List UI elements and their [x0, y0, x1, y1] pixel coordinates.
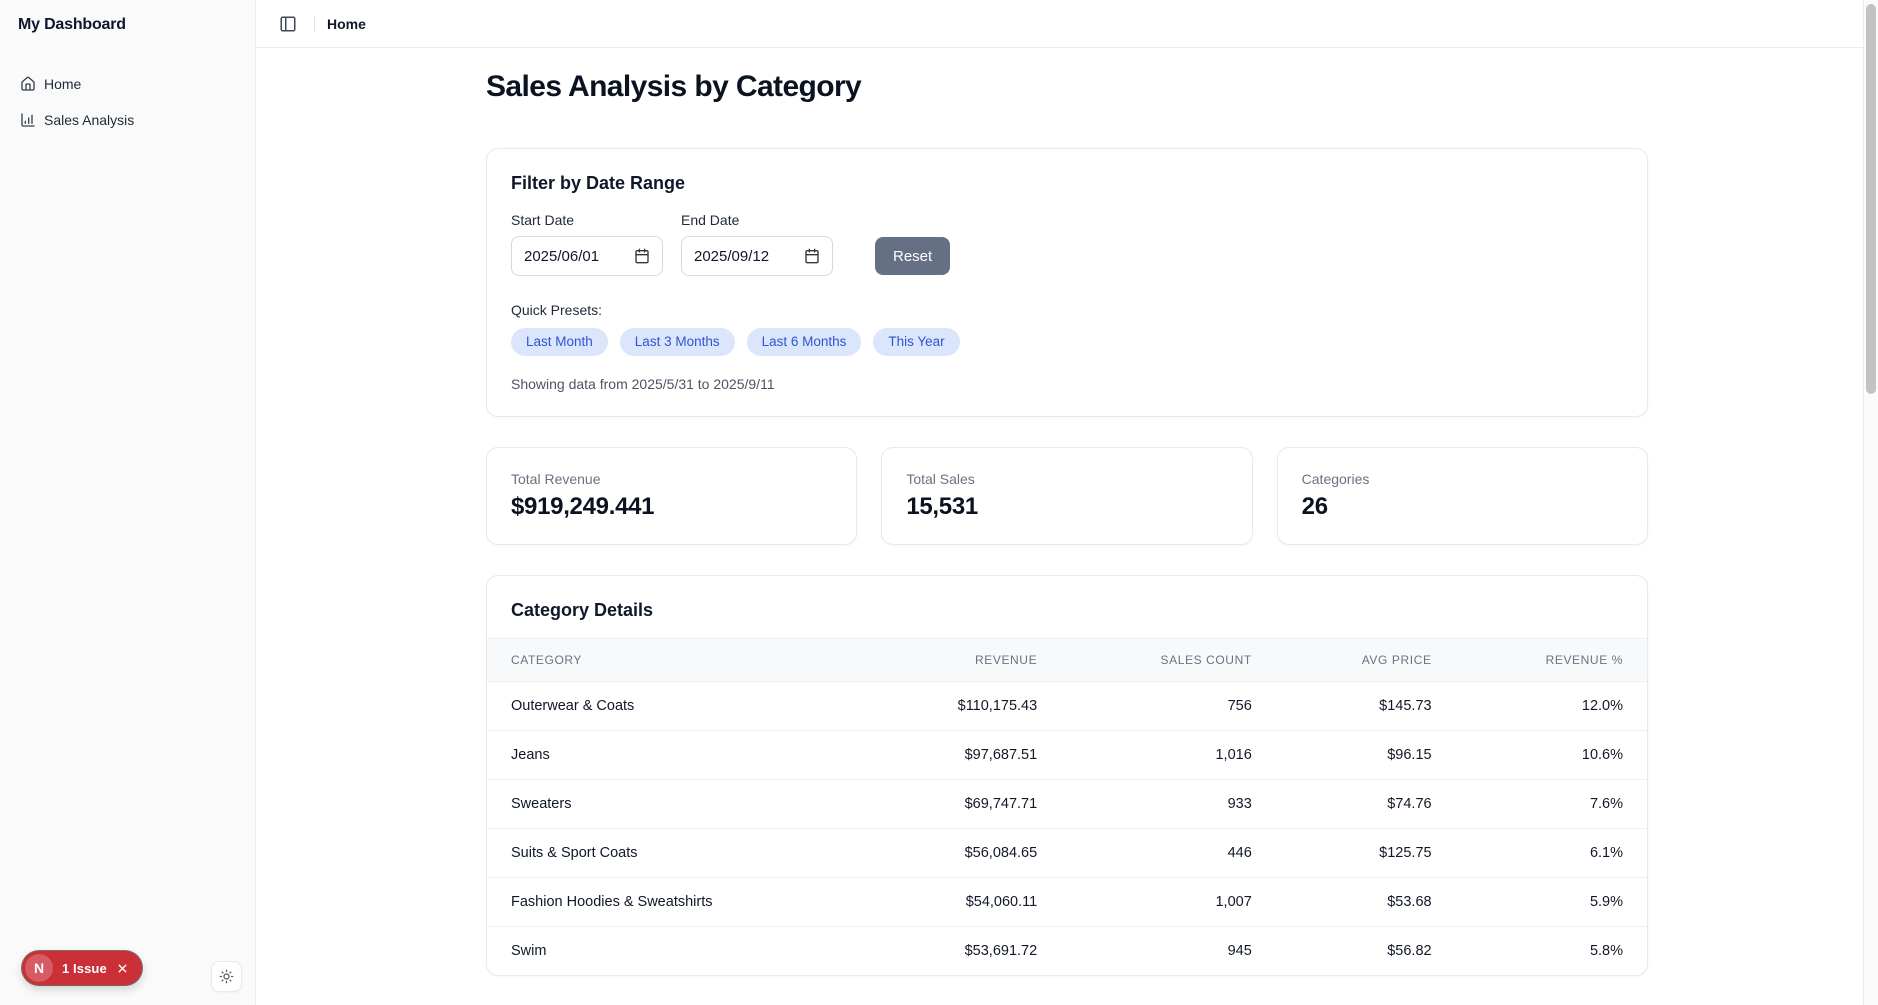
stat-card-total-revenue: Total Revenue $919,249.441 — [486, 447, 858, 545]
close-icon[interactable] — [116, 962, 129, 975]
table-row: Suits & Sport Coats $56,084.65 446 $125.75 6… — [487, 829, 1647, 878]
table-row: Sweaters $69,747.71 933 $74.76 7.6% — [487, 780, 1647, 829]
cell-category: Suits & Sport Coats — [511, 845, 638, 861]
cell-value: 446 — [1227, 845, 1252, 861]
quick-presets-label: Quick Presets: — [511, 302, 603, 318]
cell-value: $53.68 — [1387, 894, 1432, 910]
category-details-card: Category Details CATEGORY REVENUE SALES CO… — [486, 575, 1648, 976]
start-date-label: Start Date — [511, 212, 575, 228]
quick-presets-row: Last Month Last 3 Months Last 6 Months This… — [511, 328, 1623, 356]
cell-category: Sweaters — [511, 796, 572, 812]
cell-value: 5.9% — [1589, 894, 1623, 910]
cell-value: $74.76 — [1387, 796, 1432, 812]
scrollbar-thumb[interactable] — [1866, 4, 1876, 394]
panel-left-icon — [279, 15, 297, 33]
start-date-input[interactable]: 2025/06/01 — [511, 236, 663, 276]
sidebar-title: My Dashboard — [18, 16, 126, 33]
sidebar-toggle-button[interactable] — [274, 10, 302, 38]
date-range-summary: Showing data from 2025/5/31 to 2025/9/11 — [511, 376, 775, 392]
stat-card-total-sales: Total Sales 15,531 — [881, 447, 1253, 545]
cell-value: 12.0% — [1581, 698, 1623, 714]
cell-value: $96.15 — [1387, 747, 1432, 763]
page-title: Sales Analysis by Category — [486, 70, 862, 103]
sun-icon — [219, 969, 234, 984]
sidebar-nav: Home Sales Analysis — [12, 68, 243, 136]
column-header-sales-count: SALES COUNT — [1160, 653, 1252, 667]
table-row: Outerwear & Coats $110,175.43 756 $145.73 12… — [487, 682, 1647, 731]
cell-category: Swim — [511, 943, 547, 959]
cell-value: $97,687.51 — [964, 747, 1038, 763]
cell-value: 1,016 — [1215, 747, 1252, 763]
cell-value: $110,175.43 — [957, 698, 1038, 714]
preset-this-year[interactable]: This Year — [873, 328, 960, 356]
cell-category: Fashion Hoodies & Sweatshirts — [511, 894, 713, 910]
table-row: Swim $53,691.72 945 $56.82 5.8% — [487, 927, 1647, 976]
cell-value: 1,007 — [1215, 894, 1252, 910]
category-details-table: CATEGORY REVENUE SALES COUNT AVG PRICE REVEN… — [487, 638, 1647, 975]
cell-value: $145.73 — [1379, 698, 1432, 714]
breadcrumb-page: Home — [327, 15, 366, 32]
bar-chart-icon — [20, 112, 36, 128]
home-icon — [20, 76, 36, 92]
cell-value: $53,691.72 — [964, 943, 1038, 959]
table-card-title: Category Details — [511, 600, 654, 620]
main-area: Home Sales Analysis by Category Filter b… — [256, 0, 1878, 1005]
reset-button[interactable]: Reset — [875, 237, 951, 275]
dev-issues-badge[interactable]: N 1 Issue — [22, 951, 142, 985]
cell-value: 933 — [1227, 796, 1252, 812]
stats-row: Total Revenue $919,249.441 Total Sales 1… — [486, 447, 1648, 545]
topbar: Home — [256, 0, 1878, 48]
calendar-icon[interactable] — [804, 248, 820, 264]
end-date-field: End Date 2025/09/12 — [681, 212, 833, 276]
end-date-label: End Date — [681, 212, 740, 228]
table-row: Jeans $97,687.51 1,016 $96.15 10.6% — [487, 731, 1647, 780]
calendar-icon[interactable] — [634, 248, 650, 264]
cell-value: 7.6% — [1589, 796, 1623, 812]
breadcrumb-divider — [314, 15, 315, 32]
page-content: Sales Analysis by Category Filter by Dat… — [256, 48, 1878, 1005]
start-date-field: Start Date 2025/06/01 — [511, 212, 663, 276]
cell-value: $125.75 — [1379, 845, 1432, 861]
filter-card: Filter by Date Range Start Date 2025/06/… — [486, 148, 1648, 417]
cell-value: 945 — [1227, 943, 1252, 959]
sidebar-item-home[interactable]: Home — [12, 68, 243, 100]
column-header-category: CATEGORY — [511, 653, 583, 667]
cell-value: $69,747.71 — [964, 796, 1038, 812]
end-date-value: 2025/09/12 — [694, 247, 770, 265]
start-date-value: 2025/06/01 — [524, 247, 600, 265]
preset-last-month[interactable]: Last Month — [511, 328, 608, 356]
issue-count-label: 1 Issue — [62, 960, 107, 976]
table-header-row: CATEGORY REVENUE SALES COUNT AVG PRICE REVEN… — [487, 638, 1647, 682]
scrollbar-track[interactable] — [1863, 0, 1878, 1005]
cell-category: Outerwear & Coats — [511, 698, 635, 714]
filter-card-title: Filter by Date Range — [511, 173, 686, 193]
column-header-revenue: REVENUE — [974, 653, 1038, 667]
cell-category: Jeans — [511, 747, 550, 763]
cell-value: 10.6% — [1581, 747, 1623, 763]
sidebar: My Dashboard Home Sales Analysis — [0, 0, 256, 1005]
column-header-avg-price: AVG PRICE — [1361, 653, 1432, 667]
sidebar-item-sales-analysis[interactable]: Sales Analysis — [12, 104, 243, 136]
cell-value: 6.1% — [1589, 845, 1623, 861]
cell-value: $56,084.65 — [964, 845, 1038, 861]
preset-last-3-months[interactable]: Last 3 Months — [619, 328, 735, 356]
column-header-revenue: REVENUE % — [1545, 653, 1623, 667]
nextjs-logo: N — [25, 954, 53, 982]
cell-value: 5.8% — [1589, 943, 1623, 959]
cell-value: 756 — [1227, 698, 1252, 714]
table-row: Fashion Hoodies & Sweatshirts $54,060.11 1… — [487, 878, 1647, 927]
preset-last-6-months[interactable]: Last 6 Months — [746, 328, 862, 356]
cell-value: $56.82 — [1387, 943, 1432, 959]
table-body: Outerwear & Coats $110,175.43 756 $145.73 12… — [487, 682, 1647, 976]
stat-card-categories: Categories 26 — [1276, 447, 1648, 545]
end-date-input[interactable]: 2025/09/12 — [681, 236, 833, 276]
theme-toggle-button[interactable] — [211, 961, 242, 992]
cell-value: $54,060.11 — [965, 894, 1038, 910]
